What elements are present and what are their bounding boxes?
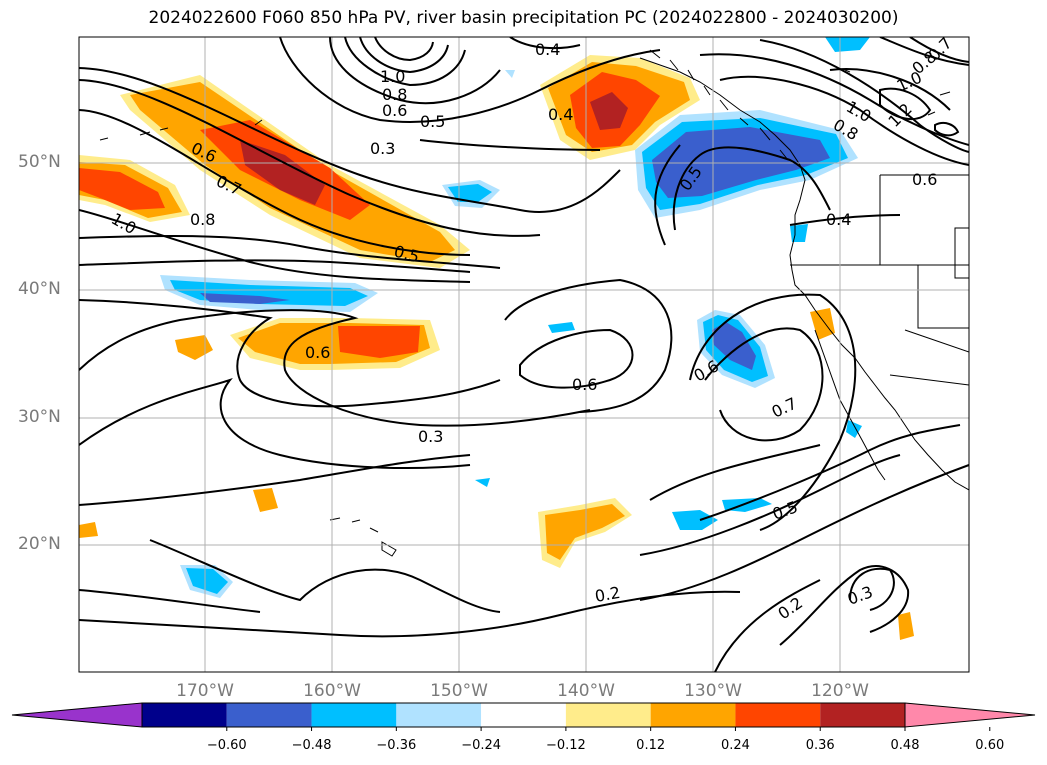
lon-label: 120°W (811, 681, 869, 701)
colorbar-tick-label: 0.60 (975, 738, 1005, 753)
colorbar-segment (481, 703, 566, 727)
colorbar-tick-label: 0.48 (890, 738, 920, 753)
colorbar-segment (735, 703, 821, 727)
colorbar-segment (142, 703, 227, 727)
contour-label: 0.4 (548, 105, 573, 124)
contour-label: 0.4 (826, 210, 851, 229)
contour-label: 0.5 (420, 112, 445, 131)
colorbar-segment (565, 703, 651, 727)
contour-label: 0.8 (382, 85, 407, 104)
map-frame (78, 36, 970, 673)
lon-label: 160°W (303, 681, 361, 701)
colorbar-tick-label: −0.48 (291, 738, 332, 753)
lon-label: 140°W (557, 681, 615, 701)
colorbar-tick-label: 0.36 (805, 738, 835, 753)
colorbar-tick-label: −0.60 (206, 738, 247, 753)
contour-label: 0.6 (912, 170, 937, 189)
lat-label: 30°N (18, 407, 61, 427)
colorbar-tick-label: −0.24 (461, 738, 502, 753)
lon-label: 170°W (176, 681, 234, 701)
lat-label: 40°N (18, 279, 61, 299)
colorbar-segment (820, 703, 905, 727)
colorbar (11, 702, 1036, 731)
map-panel: 0.4 1.0 0.8 0.6 0.5 0.3 0.4 1.0 0.8 0.7 … (79, 37, 969, 672)
colorbar-segment (226, 703, 312, 727)
colorbar-extend-min (11, 702, 143, 728)
colorbar-segment (650, 703, 736, 727)
lon-label: 150°W (430, 681, 488, 701)
colorbar-tick-label: 0.24 (720, 738, 750, 753)
contour-label: 0.2 (593, 583, 621, 606)
colorbar-tick-label: −0.36 (376, 738, 417, 753)
graticule (79, 37, 969, 672)
contour-label: 0.6 (572, 375, 597, 394)
colorbar-extend-max (904, 702, 1036, 728)
contour-label: 0.3 (418, 427, 443, 446)
contour-label: 1.0 (380, 67, 405, 86)
contour-label: 0.3 (370, 139, 395, 158)
colorbar-segment (396, 703, 482, 727)
colorbar-frame (141, 702, 906, 728)
lat-label: 50°N (18, 152, 61, 172)
colorbar-segment (311, 703, 397, 727)
contour-label: 0.8 (190, 210, 215, 229)
lat-label: 20°N (18, 534, 61, 554)
contour-label: 0.6 (305, 343, 330, 362)
contour-label: 0.4 (535, 40, 560, 59)
lon-label: 130°W (684, 681, 742, 701)
colorbar-tick-label: −0.12 (545, 738, 586, 753)
contour-label: 0.6 (382, 101, 407, 120)
pv-contours (79, 37, 969, 672)
coastlines (99, 49, 969, 557)
map-title: 2024022600 F060 850 hPa PV, river basin … (148, 8, 899, 28)
colorbar-tick-label: 0.12 (636, 738, 666, 753)
